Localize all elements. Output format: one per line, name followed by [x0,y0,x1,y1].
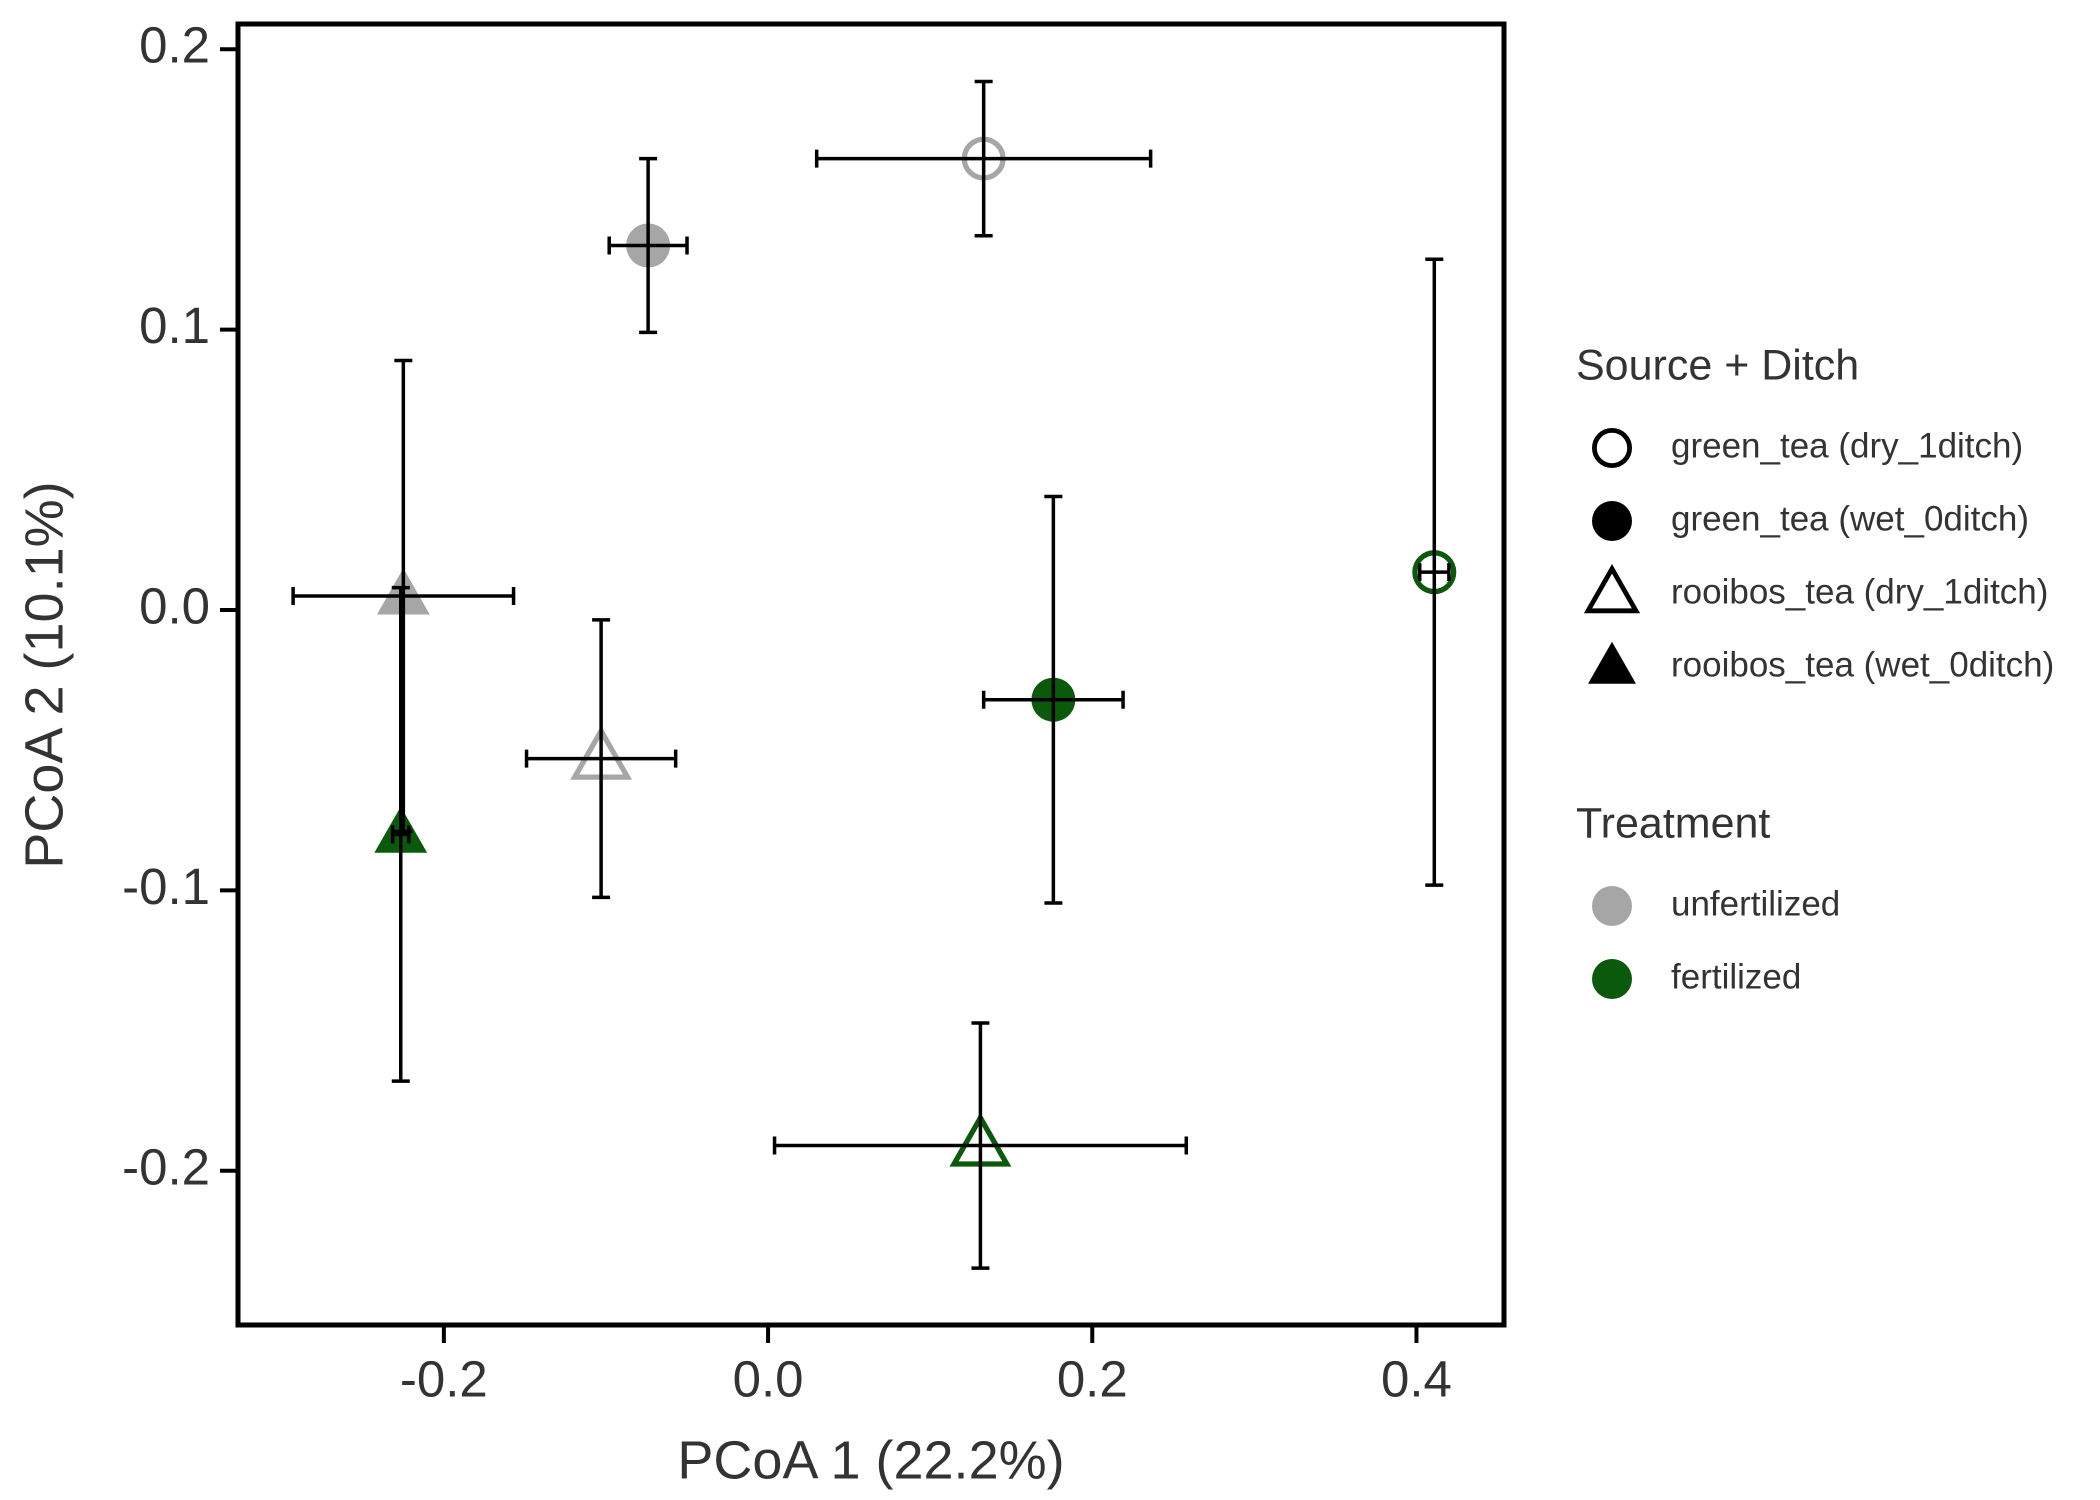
legend-label: rooibos_tea (wet_0ditch) [1671,645,2054,684]
legend-label: fertilized [1671,957,1801,996]
x-tick-label: 0.4 [1381,1350,1452,1407]
x-error-bar [981,690,1125,709]
legend-label: green_tea (wet_0ditch) [1671,499,2029,538]
x-error-bar [524,749,678,768]
y-tick-label: -0.1 [122,858,210,915]
x-error-bar [772,1136,1189,1155]
y-axis-title: PCoA 2 (10.1%) [14,481,74,868]
legend-marker [1592,427,1633,468]
legend-label: rooibos_tea (dry_1ditch) [1671,572,2048,611]
legend-marker [1592,501,1632,541]
x-error-bar [607,236,689,255]
x-error-bar [291,586,516,605]
legend-title: Source + Ditch [1576,341,1859,389]
x-tick-label: 0.0 [733,1350,804,1407]
x-error-bar [814,149,1153,168]
legend-marker [1592,886,1632,926]
x-tick-label: -0.2 [400,1350,488,1407]
legend-title: Treatment [1576,799,1770,847]
plot-frame [235,21,1507,1328]
legend-marker [1592,959,1632,999]
x-axis-title: PCoA 1 (22.2%) [677,1430,1064,1490]
legend-marker [1583,563,1641,614]
legend-label: green_tea (dry_1ditch) [1671,426,2023,465]
y-tick-label: 0.1 [139,297,210,354]
y-tick-label: 0.0 [139,577,210,634]
legend-label: unfertilized [1671,884,1840,923]
x-tick-label: 0.2 [1057,1350,1128,1407]
y-tick-label: 0.2 [139,17,210,74]
x-error-bar [390,825,411,844]
legend-marker [1588,641,1636,684]
y-tick-label: -0.2 [122,1138,210,1195]
x-error-bar [1417,563,1451,582]
